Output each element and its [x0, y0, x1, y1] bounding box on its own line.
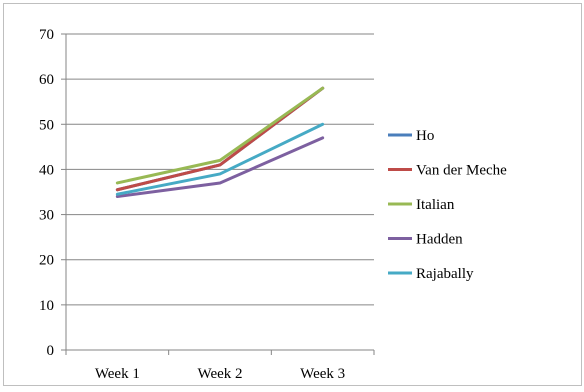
axes	[61, 33, 375, 355]
y-tick-label: 50	[39, 117, 54, 133]
y-tick-label: 0	[47, 343, 55, 359]
y-tick-label: 60	[39, 72, 54, 88]
y-tick-label: 70	[39, 27, 54, 43]
y-tick-label: 30	[39, 208, 54, 224]
y-tick-labels: 0 10 20 30 40 50 60 70	[39, 27, 54, 359]
series-line-rajabally	[115, 122, 325, 196]
legend-label: Van der Meche	[416, 163, 507, 179]
line-chart: 0 10 20 30 40 50 60 70 Week 1 Week 2 Week 3 Ho Van…	[39, 27, 507, 382]
gridlines	[66, 33, 374, 306]
series-line-hadden	[115, 136, 325, 199]
series-line-italian	[115, 86, 325, 185]
x-tick-label: Week 1	[95, 366, 140, 382]
y-tick-label: 40	[39, 162, 54, 178]
y-tick-label: 10	[39, 298, 54, 314]
legend-label: Rajabally	[416, 266, 474, 282]
chart-frame: 0 10 20 30 40 50 60 70 Week 1 Week 2 Week 3 Ho Van…	[3, 3, 582, 386]
legend: Ho Van der Meche Italian Hadden Rajabally	[388, 128, 507, 282]
y-tick-label: 20	[39, 253, 54, 269]
legend-label: Italian	[416, 197, 455, 213]
x-tick-label: Week 3	[300, 366, 345, 382]
series-lines	[115, 86, 325, 199]
x-tick-labels: Week 1 Week 2 Week 3	[95, 366, 345, 382]
x-tick-label: Week 2	[197, 366, 242, 382]
legend-label: Hadden	[416, 232, 463, 248]
legend-label: Ho	[416, 128, 434, 144]
